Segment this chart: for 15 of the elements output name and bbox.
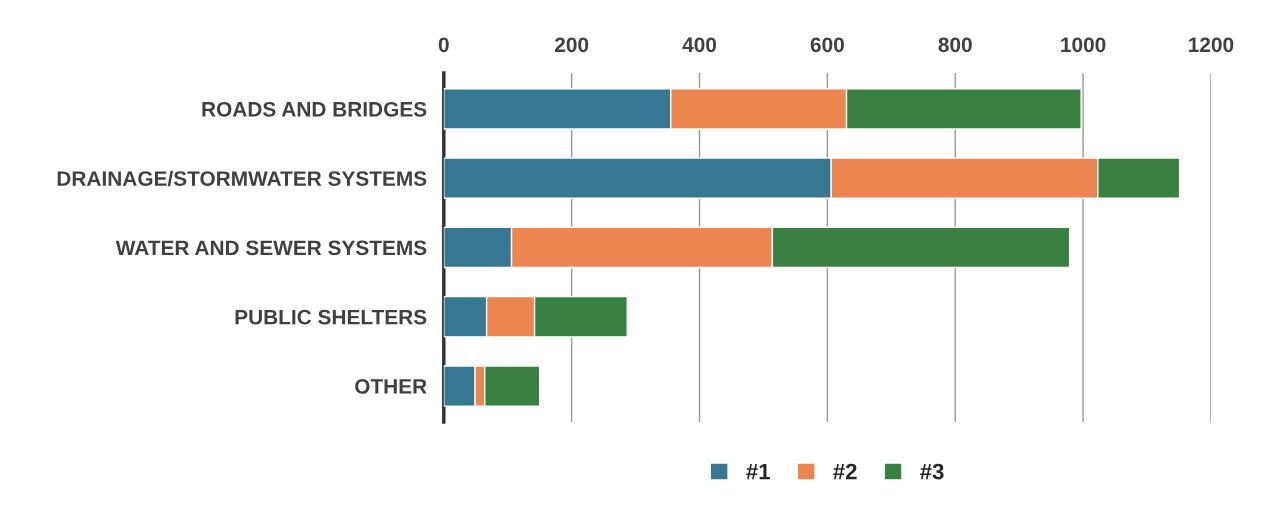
x-tick-label: 400: [682, 37, 717, 53]
x-tick-label: 1200: [1189, 37, 1234, 53]
y-tick-label: OTHER: [355, 379, 427, 394]
y-tick-label: DRAINAGE/STORMWATER SYSTEMS: [57, 170, 427, 187]
legend-label: #3: [920, 463, 944, 480]
x-tick-label: 1000: [1061, 37, 1106, 53]
y-tick-label: WATER AND SEWER SYSTEMS: [115, 240, 427, 256]
legend-label: #1: [746, 463, 770, 480]
y-tick-label: ROADS AND BRIDGES: [202, 101, 427, 117]
x-tick-label: 200: [555, 37, 589, 53]
y-tick-label: PUBLIC SHELTERS: [235, 309, 427, 325]
x-tick-label: 600: [810, 37, 844, 53]
legend-label: #2: [833, 463, 857, 480]
x-tick-label: 800: [938, 37, 972, 53]
x-tick-label: 0: [438, 37, 449, 53]
